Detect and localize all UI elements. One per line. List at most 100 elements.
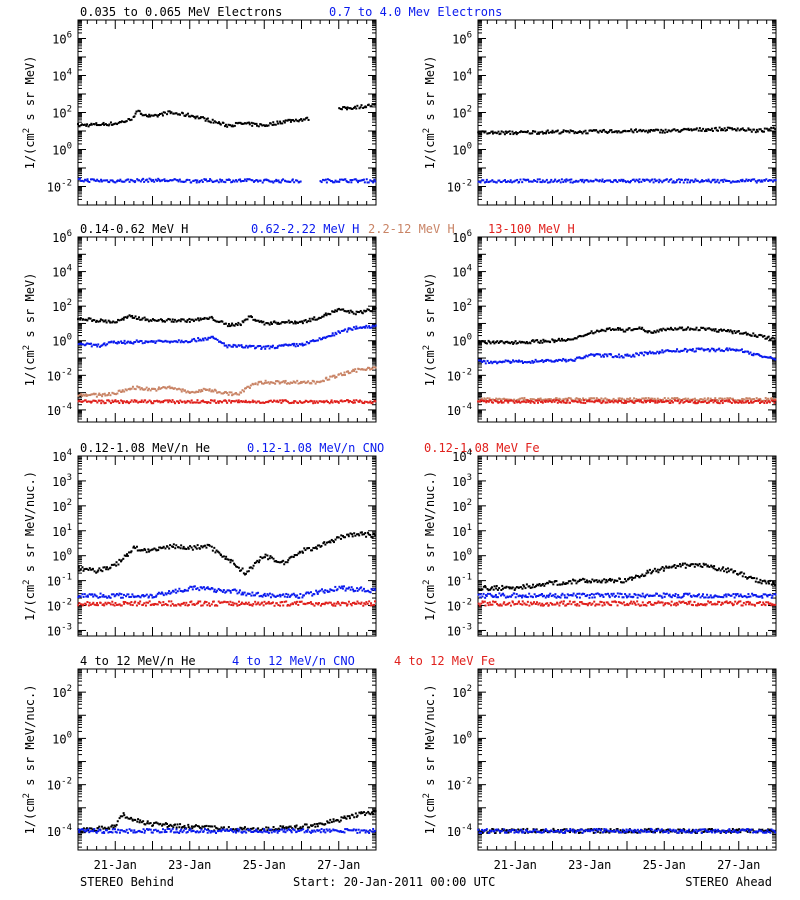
data-point bbox=[112, 401, 115, 404]
data-point bbox=[741, 400, 744, 403]
data-point bbox=[541, 341, 544, 344]
data-point bbox=[122, 318, 125, 321]
data-point bbox=[604, 330, 607, 333]
data-point bbox=[682, 181, 685, 184]
data-point bbox=[243, 319, 246, 322]
data-point bbox=[212, 180, 215, 183]
data-point bbox=[293, 181, 296, 184]
data-point bbox=[672, 350, 675, 353]
data-point bbox=[205, 587, 208, 590]
data-point bbox=[278, 593, 281, 596]
data-point bbox=[603, 180, 606, 183]
data-point bbox=[260, 382, 263, 385]
data-point bbox=[149, 400, 152, 403]
series-blue-ahead bbox=[477, 347, 777, 365]
data-point bbox=[257, 180, 260, 183]
plot-frame bbox=[477, 19, 777, 206]
data-point bbox=[144, 594, 147, 597]
data-point bbox=[96, 401, 99, 404]
data-point bbox=[513, 360, 516, 363]
data-point bbox=[264, 125, 267, 128]
data-point bbox=[353, 369, 356, 372]
data-point bbox=[650, 128, 653, 131]
data-point bbox=[347, 533, 350, 536]
data-point bbox=[508, 399, 511, 402]
data-point bbox=[337, 330, 340, 333]
data-point bbox=[264, 347, 267, 350]
data-point bbox=[195, 390, 198, 393]
data-point bbox=[279, 181, 282, 184]
data-point bbox=[179, 341, 182, 344]
data-point bbox=[646, 331, 649, 334]
data-point bbox=[529, 398, 532, 401]
data-point bbox=[624, 330, 627, 333]
data-point bbox=[504, 340, 507, 343]
data-point bbox=[271, 381, 274, 384]
data-point bbox=[481, 399, 484, 402]
data-point bbox=[536, 178, 539, 181]
data-point bbox=[181, 401, 184, 404]
data-point bbox=[678, 402, 681, 405]
data-point bbox=[129, 551, 132, 554]
data-point bbox=[363, 602, 366, 605]
data-point bbox=[78, 569, 81, 572]
data-point bbox=[180, 318, 183, 321]
data-point bbox=[760, 334, 763, 337]
data-point bbox=[754, 180, 757, 183]
data-point bbox=[106, 179, 109, 182]
data-point bbox=[181, 388, 184, 391]
data-point bbox=[134, 547, 137, 550]
data-point bbox=[207, 401, 210, 404]
data-point bbox=[770, 397, 773, 400]
data-point bbox=[358, 311, 361, 314]
data-point bbox=[204, 337, 207, 340]
data-point bbox=[266, 602, 269, 605]
data-point bbox=[516, 342, 519, 345]
data-point bbox=[341, 585, 344, 588]
data-point bbox=[98, 567, 101, 570]
data-point bbox=[84, 318, 87, 321]
data-point bbox=[242, 346, 245, 349]
data-point bbox=[301, 344, 304, 347]
data-point bbox=[631, 329, 634, 332]
data-point bbox=[284, 180, 287, 183]
data-point bbox=[501, 360, 504, 363]
data-point bbox=[80, 179, 83, 182]
data-point bbox=[91, 593, 94, 596]
data-point bbox=[310, 382, 313, 385]
data-point bbox=[735, 348, 738, 351]
data-point bbox=[192, 179, 195, 182]
data-point bbox=[182, 547, 185, 550]
data-point bbox=[128, 602, 131, 605]
data-point bbox=[158, 339, 161, 342]
data-point bbox=[679, 130, 682, 133]
data-point bbox=[265, 179, 268, 182]
data-point bbox=[588, 400, 591, 403]
data-point bbox=[322, 400, 325, 403]
data-point bbox=[209, 121, 212, 124]
data-point bbox=[480, 399, 483, 402]
data-point bbox=[715, 180, 718, 183]
data-point bbox=[206, 388, 209, 391]
data-point bbox=[478, 400, 481, 403]
data-point bbox=[758, 402, 761, 405]
data-point bbox=[156, 179, 159, 182]
data-point bbox=[231, 400, 234, 403]
data-point bbox=[539, 181, 542, 184]
data-point bbox=[587, 332, 590, 335]
data-point bbox=[88, 180, 91, 183]
data-point bbox=[550, 401, 553, 404]
data-point bbox=[721, 179, 724, 182]
data-point bbox=[169, 544, 172, 547]
data-point bbox=[606, 132, 609, 135]
data-point bbox=[562, 130, 565, 133]
data-point bbox=[354, 368, 357, 371]
data-point bbox=[145, 401, 148, 404]
data-point bbox=[330, 538, 333, 541]
data-point bbox=[195, 602, 198, 605]
data-point bbox=[648, 130, 651, 133]
data-point bbox=[210, 545, 213, 548]
data-point bbox=[585, 399, 588, 402]
data-point bbox=[546, 181, 549, 184]
data-point bbox=[667, 397, 670, 400]
